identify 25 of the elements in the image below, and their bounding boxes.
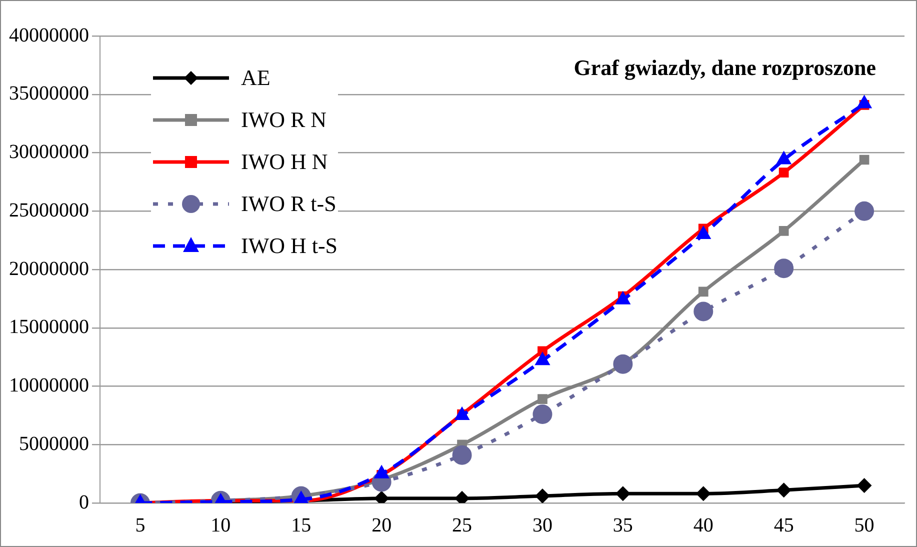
y-tick-label: 0 <box>79 491 89 514</box>
legend-label: AE <box>241 65 270 91</box>
legend-label: IWO R t-S <box>241 191 336 217</box>
x-tick-label: 30 <box>532 514 552 536</box>
y-tick-label: 30000000 <box>9 141 89 163</box>
x-tick-label: 20 <box>372 514 392 536</box>
x-tick-label: 15 <box>291 514 312 536</box>
x-tick-label: 50 <box>854 514 874 536</box>
legend-label: IWO H N <box>241 149 328 175</box>
x-tick-label: 10 <box>210 514 231 536</box>
x-tick-label: 35 <box>612 514 633 536</box>
x-tick-label: 40 <box>693 514 714 536</box>
y-tick-label: 15000000 <box>9 316 89 338</box>
y-tick-label: 20000000 <box>9 258 89 280</box>
legend-label: IWO R N <box>241 107 327 133</box>
y-tick-label: 35000000 <box>9 82 89 105</box>
y-tick-label: 5000000 <box>19 432 89 455</box>
x-tick-label: 25 <box>452 514 472 536</box>
y-tick-label: 10000000 <box>9 374 89 396</box>
y-tick-label: 25000000 <box>9 199 89 222</box>
y-tick-label: 40000000 <box>9 24 89 46</box>
legend-label: IWO H t-S <box>241 233 338 259</box>
x-tick-label: 5 <box>135 514 146 536</box>
x-tick-label: 45 <box>774 514 794 536</box>
text: Graf gwiazdy, dane rozproszone <box>574 55 876 81</box>
